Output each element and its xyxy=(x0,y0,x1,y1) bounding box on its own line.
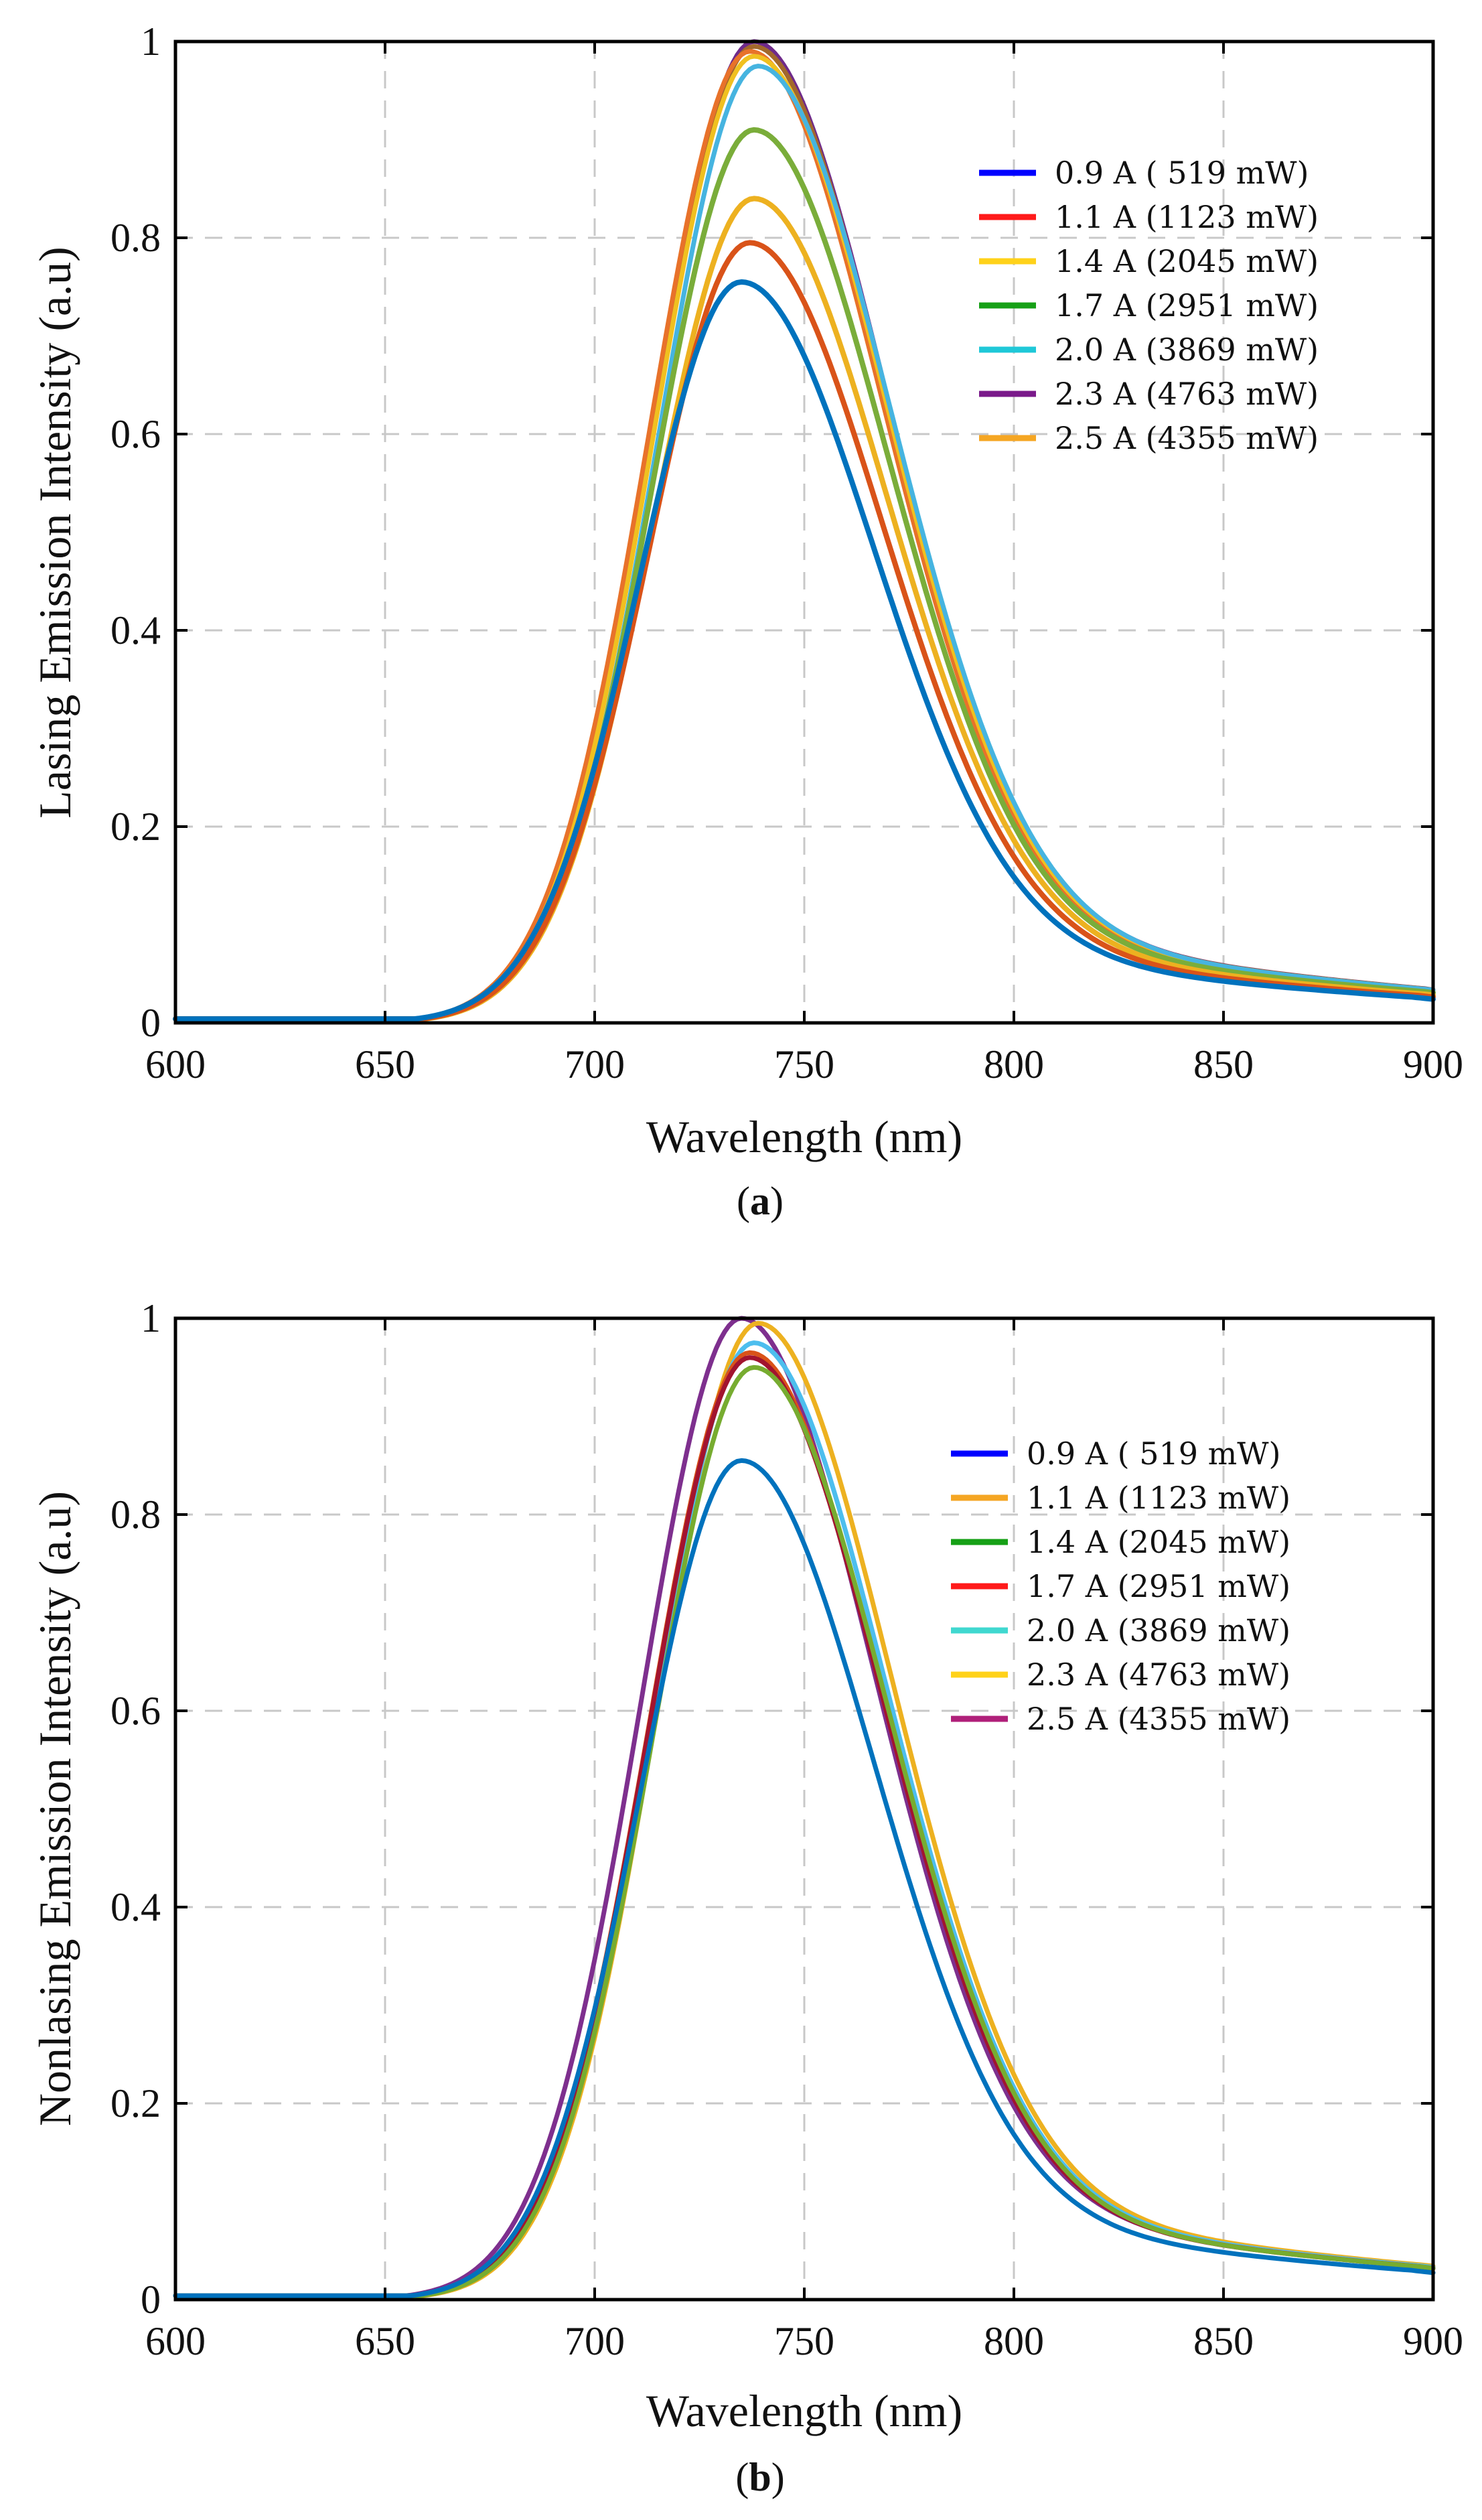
x-tick-label-b-5: 850 xyxy=(1193,2319,1254,2363)
x-axis-title-a: Wavelength (nm) xyxy=(646,1111,962,1162)
legend-label-b-4: 2.0 A (3869 mW) xyxy=(1027,1612,1290,1649)
y-tick-label-a-4: 0.8 xyxy=(110,216,161,260)
y-tick-label-a-5: 1 xyxy=(141,19,161,64)
legend-label-a-2: 1.4 A (2045 mW) xyxy=(1055,243,1319,279)
y-tick-label-b-4: 0.8 xyxy=(110,1492,161,1537)
legend-label-a-3: 1.7 A (2951 mW) xyxy=(1055,287,1319,324)
grid-lines-b xyxy=(175,1318,1433,2300)
legend-a: 0.9 A ( 519 mW) 1.1 A (1123 mW) 1.4 A (204… xyxy=(979,155,1319,456)
y-axis-title-a: Lasing Emission Intensity (a.u) xyxy=(29,247,80,819)
y-tick-label-a-1: 0.2 xyxy=(110,804,161,849)
x-axis-title-b: Wavelength (nm) xyxy=(646,2385,962,2436)
y-tick-label-a-2: 0.4 xyxy=(110,608,161,652)
x-tick-labels-a: 600 650 700 750 800 850 900 xyxy=(145,1042,1463,1087)
x-tick-label-a-4: 800 xyxy=(984,1042,1044,1087)
panel-caption-b: (b) xyxy=(735,2455,784,2499)
legend-label-a-1: 1.1 A (1123 mW) xyxy=(1055,199,1319,235)
tick-marks-a xyxy=(174,40,1434,1024)
y-tick-label-a-3: 0.6 xyxy=(110,412,161,456)
panel-caption-a: (a) xyxy=(737,1179,784,1223)
chart-panel-b: 600 650 700 750 800 850 900 0 0.2 0.4 0.6 0.8 1 Wav… xyxy=(29,1296,1463,2499)
x-tick-label-b-1: 650 xyxy=(355,2319,415,2363)
y-tick-labels-b: 0 0.2 0.4 0.6 0.8 1 xyxy=(110,1296,161,2322)
legend-label-b-2: 1.4 A (2045 mW) xyxy=(1027,1524,1290,1560)
x-tick-label-a-2: 700 xyxy=(565,1042,625,1087)
x-tick-labels-b: 600 650 700 750 800 850 900 xyxy=(145,2319,1463,2363)
legend-label-b-0: 0.9 A ( 519 mW) xyxy=(1027,1436,1280,1472)
x-tick-label-a-0: 600 xyxy=(145,1042,206,1087)
x-tick-label-a-6: 900 xyxy=(1403,1042,1463,1087)
y-tick-labels-a: 0 0.2 0.4 0.6 0.8 1 xyxy=(110,19,161,1045)
y-tick-label-b-1: 0.2 xyxy=(110,2081,161,2125)
x-tick-label-a-1: 650 xyxy=(355,1042,415,1087)
chart-panel-a: 600 650 700 750 800 850 900 0 0.2 0.4 0.6 0.8 1 Wav… xyxy=(29,19,1463,1223)
x-tick-label-b-2: 700 xyxy=(565,2319,625,2363)
y-tick-label-a-0: 0 xyxy=(141,1001,161,1045)
x-tick-label-b-4: 800 xyxy=(984,2319,1044,2363)
legend-label-b-1: 1.1 A (1123 mW) xyxy=(1027,1480,1290,1516)
y-tick-label-b-3: 0.6 xyxy=(110,1689,161,1733)
legend-label-b-3: 1.7 A (2951 mW) xyxy=(1027,1568,1290,1604)
y-tick-label-b-0: 0 xyxy=(141,2278,161,2322)
x-tick-label-b-6: 900 xyxy=(1403,2319,1463,2363)
legend-label-a-0: 0.9 A ( 519 mW) xyxy=(1055,155,1309,191)
legend-label-b-6: 2.5 A (4355 mW) xyxy=(1027,1701,1290,1737)
tick-marks-b xyxy=(174,1317,1434,2301)
legend-label-a-4: 2.0 A (3869 mW) xyxy=(1055,332,1319,368)
y-axis-title-b: Nonlasing Emission Intensity (a.u) xyxy=(29,1491,80,2126)
grid-lines-a xyxy=(175,42,1433,1023)
legend-label-b-5: 2.3 A (4763 mW) xyxy=(1027,1657,1290,1693)
legend-label-a-5: 2.3 A (4763 mW) xyxy=(1055,376,1319,412)
legend-label-a-6: 2.5 A (4355 mW) xyxy=(1055,420,1319,456)
legend-b: 0.9 A ( 519 mW) 1.1 A (1123 mW) 1.4 A (204… xyxy=(951,1436,1290,1737)
x-tick-label-b-3: 750 xyxy=(774,2319,834,2363)
x-tick-label-b-0: 600 xyxy=(145,2319,206,2363)
y-tick-label-b-5: 1 xyxy=(141,1296,161,1340)
x-tick-label-a-3: 750 xyxy=(774,1042,834,1087)
y-tick-label-b-2: 0.4 xyxy=(110,1885,161,1929)
x-tick-label-a-5: 850 xyxy=(1193,1042,1254,1087)
